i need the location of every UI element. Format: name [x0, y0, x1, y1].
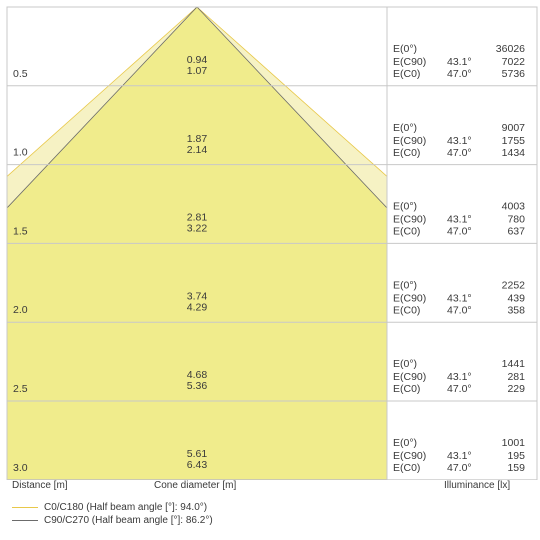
- ec0-label: E(C0): [393, 462, 420, 474]
- cone-diameter-axis-label: Cone diameter [m]: [154, 480, 237, 491]
- cone-diameter-c0: 4.68: [187, 369, 208, 381]
- ec90-label: E(C90): [393, 450, 426, 462]
- legend-swatch-c0: [12, 506, 38, 508]
- cone-diameter-c90: 3.22: [187, 223, 208, 235]
- ec0-value: 229: [507, 383, 525, 395]
- ec0-angle: 47.0°: [447, 226, 472, 238]
- ec90-value: 281: [507, 371, 525, 383]
- cone-diameter-c90: 5.36: [187, 380, 208, 392]
- ec90-value: 1755: [502, 135, 526, 147]
- ec0-angle: 47.0°: [447, 147, 472, 159]
- chart-footer: Distance [m] Cone diameter [m] Illuminan…: [0, 478, 540, 538]
- ec0-label: E(C0): [393, 226, 420, 238]
- distance-label: 1.0: [13, 147, 28, 159]
- ec0-value: 637: [507, 226, 525, 238]
- e0-value: 1001: [502, 437, 526, 449]
- e0-label: E(0°): [393, 437, 417, 449]
- distance-label: 1.5: [13, 225, 28, 237]
- legend-item-c0: C0/C180 (Half beam angle [°]: 94.0°): [12, 502, 207, 513]
- cone-diameter-c0: 3.74: [187, 290, 208, 302]
- legend-label-c0: C0/C180 (Half beam angle [°]: 94.0°): [44, 502, 208, 513]
- ec90-label: E(C90): [393, 135, 426, 147]
- ec90-angle: 43.1°: [447, 292, 472, 304]
- distance-label: 2.5: [13, 383, 28, 395]
- cone-diameter-c0: 0.94: [187, 54, 208, 66]
- ec90-value: 439: [507, 292, 525, 304]
- ec0-angle: 47.0°: [447, 462, 472, 474]
- ec0-value: 5736: [502, 68, 526, 80]
- distance-label: 2.0: [13, 304, 28, 316]
- cone-diagram-chart: 0.5 0.941.07 E(0°) 36026 E(C90) 43.1° 7022 E(C0…: [6, 6, 538, 480]
- ec90-label: E(C90): [393, 214, 426, 226]
- illuminance-axis-label: Illuminance [lx]: [444, 480, 511, 491]
- distance-axis-label: Distance [m]: [12, 480, 68, 491]
- ec90-value: 7022: [502, 56, 526, 68]
- ec90-angle: 43.1°: [447, 56, 472, 68]
- e0-label: E(0°): [393, 122, 417, 134]
- e0-value: 9007: [502, 122, 526, 134]
- cone-diameter-c0: 1.87: [187, 133, 208, 145]
- ec0-angle: 47.0°: [447, 304, 472, 316]
- cone-diameter-c90: 6.43: [187, 459, 208, 471]
- cone-diameter-c0: 2.81: [187, 212, 208, 224]
- legend-label-c90: C90/C270 (Half beam angle [°]: 86.2°): [44, 515, 213, 526]
- ec0-value: 1434: [502, 147, 526, 159]
- ec90-angle: 43.1°: [447, 450, 472, 462]
- e0-label: E(0°): [393, 201, 417, 213]
- ec0-label: E(C0): [393, 68, 420, 80]
- legend-item-c90: C90/C270 (Half beam angle [°]: 86.2°): [12, 515, 213, 526]
- ec90-angle: 43.1°: [447, 135, 472, 147]
- ec0-value: 159: [507, 462, 525, 474]
- cone-diameter-c90: 2.14: [187, 144, 208, 156]
- cone-diameter-c0: 5.61: [187, 448, 208, 460]
- e0-value: 1441: [502, 358, 526, 370]
- e0-value: 2252: [502, 279, 526, 291]
- ec0-label: E(C0): [393, 383, 420, 395]
- ec90-angle: 43.1°: [447, 214, 472, 226]
- e0-value: 4003: [502, 201, 526, 213]
- e0-value: 36026: [496, 43, 525, 55]
- distance-label: 0.5: [13, 68, 28, 80]
- ec90-label: E(C90): [393, 292, 426, 304]
- ec90-label: E(C90): [393, 56, 426, 68]
- ec0-label: E(C0): [393, 304, 420, 316]
- ec90-angle: 43.1°: [447, 371, 472, 383]
- ec90-label: E(C90): [393, 371, 426, 383]
- legend-swatch-c90: [12, 519, 38, 521]
- ec0-angle: 47.0°: [447, 383, 472, 395]
- e0-label: E(0°): [393, 358, 417, 370]
- e0-label: E(0°): [393, 43, 417, 55]
- cone-diameter-c90: 4.29: [187, 301, 208, 313]
- ec0-label: E(C0): [393, 147, 420, 159]
- distance-label: 3.0: [13, 462, 28, 474]
- cone-diameter-c90: 1.07: [187, 65, 208, 77]
- e0-label: E(0°): [393, 279, 417, 291]
- ec90-value: 195: [507, 450, 525, 462]
- ec90-value: 780: [507, 214, 525, 226]
- ec0-angle: 47.0°: [447, 68, 472, 80]
- ec0-value: 358: [507, 304, 525, 316]
